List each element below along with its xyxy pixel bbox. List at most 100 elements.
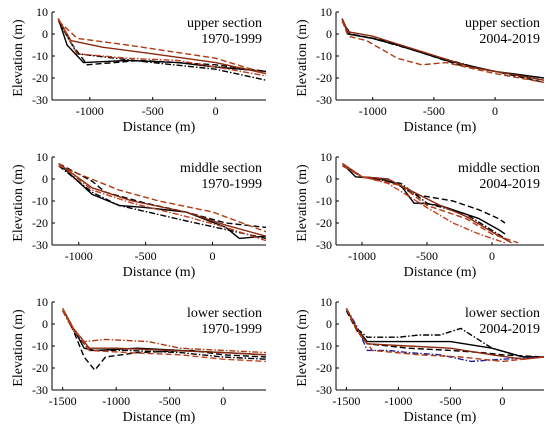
series-line-3 [342,165,506,239]
y-axis-title: Elevation (m) [295,164,310,242]
period-label: 1970-1999 [201,32,262,47]
series-line-2 [62,308,266,371]
y-tick-label: -30 [316,238,332,252]
section-label: lower section [465,306,540,321]
series-line-6 [345,308,544,363]
section-label: upper section [465,16,540,31]
x-tick-label: -1000 [359,104,387,118]
x-tick-label: -500 [416,249,438,263]
x-tick-label: -1500 [49,394,77,408]
x-tick-label: 0 [210,249,216,263]
y-tick-label: 10 [36,295,48,309]
series-group [342,163,519,244]
period-label: 1970-1999 [201,322,262,337]
chart-panel-1: 10 0 -10 -20 -30 -1000 -500 0 Distance (m) Elevat… [11,5,266,135]
series-line-6 [57,18,266,77]
section-label: lower section [187,306,262,321]
series-line-6 [58,163,266,242]
series-line-4 [342,163,512,244]
y-tick-label: -20 [32,216,48,230]
y-axis-title: Elevation (m) [11,19,26,97]
y-tick-label: -30 [316,93,332,107]
y-tick-label: -20 [316,361,332,375]
series-line-2 [58,162,266,229]
x-axis-title: Distance (m) [123,410,196,425]
period-label: 2004-2019 [479,32,540,47]
y-tick-label: 0 [326,317,332,331]
series-line-3 [58,165,266,240]
y-tick-label: 10 [36,150,48,164]
x-tick-label: 0 [220,394,226,408]
chart-panel-6: 10 0 -10 -20 -30-1500 -1000 -500 0 Distance (m) E… [295,295,544,425]
y-tick-label: 10 [36,5,48,19]
x-tick-label: 0 [492,104,498,118]
y-tick-label: -10 [32,49,48,63]
series-group [62,308,266,371]
period-label: 2004-2019 [479,177,540,192]
chart-panel-2: 10 0 -10 -20 -30 -1000 -500 0 Distance (m) Elevat… [295,5,544,135]
y-tick-label: -10 [32,194,48,208]
y-axis-title: Elevation (m) [11,164,26,242]
x-tick-label: -1000 [76,104,104,118]
y-tick-label: -10 [32,339,48,353]
y-tick-label: 0 [42,27,48,41]
y-tick-label: -20 [316,71,332,85]
series-line-4 [58,163,266,237]
y-tick-label: 10 [320,150,332,164]
x-axis-title: Distance (m) [404,410,477,425]
x-tick-label: 0 [489,249,495,263]
series-group [345,308,544,363]
y-tick-label: 0 [326,172,332,186]
series-line-3 [345,310,544,358]
x-tick-label: -1000 [65,249,93,263]
y-axis-title: Elevation (m) [295,309,310,387]
series-line-4 [57,18,266,75]
series-line-5 [345,308,544,360]
y-axis-title: Elevation (m) [295,19,310,97]
y-tick-label: -20 [316,216,332,230]
x-tick-label: -500 [423,104,445,118]
series-group [57,18,266,81]
series-line-6 [62,308,266,363]
series-group [58,162,266,242]
y-tick-label: -10 [316,49,332,63]
y-tick-label: -30 [316,383,332,397]
series-line-4 [345,308,544,363]
y-tick-label: -10 [316,194,332,208]
x-tick-label: -500 [135,249,157,263]
x-axis-title: Distance (m) [404,120,477,135]
chart-panel-5: 10 0 -10 -20 -30-1500 -1000 -500 0 Distance (m) E… [11,295,266,425]
x-tick-label: -1000 [384,394,412,408]
series-line-1 [57,18,266,73]
x-tick-label: -1500 [332,394,360,408]
y-tick-label: -20 [32,71,48,85]
section-label: middle section [458,161,540,176]
y-tick-label: -10 [316,339,332,353]
y-axis-title: Elevation (m) [11,309,26,387]
y-tick-label: 0 [326,27,332,41]
x-tick-label: -500 [142,104,164,118]
chart-panel-4: 10 0 -10 -20 -30 -1000 -500 0 Distance (m) Elevat… [295,150,544,280]
section-label: middle section [180,161,262,176]
series-line-3 [62,310,266,360]
series-line-5 [341,20,544,84]
y-tick-label: -30 [32,383,48,397]
series-line-5 [58,165,266,233]
x-tick-label: -500 [439,394,461,408]
x-tick-label: -1000 [348,249,376,263]
series-group [341,18,544,84]
x-tick-label: 0 [499,394,505,408]
x-tick-label: -500 [159,394,181,408]
x-axis-title: Distance (m) [123,265,196,280]
x-tick-label: 0 [213,104,219,118]
x-axis-title: Distance (m) [123,120,196,135]
period-label: 2004-2019 [479,322,540,337]
series-line-4 [341,18,544,81]
section-label: upper section [187,16,262,31]
x-axis-title: Distance (m) [404,265,477,280]
y-tick-label: 0 [42,317,48,331]
y-tick-label: -20 [32,361,48,375]
chart-panel-3: 10 0 -10 -20 -30 -1000 -500 0 Distance (m) Elevat… [11,150,266,280]
series-line-6 [342,163,506,244]
